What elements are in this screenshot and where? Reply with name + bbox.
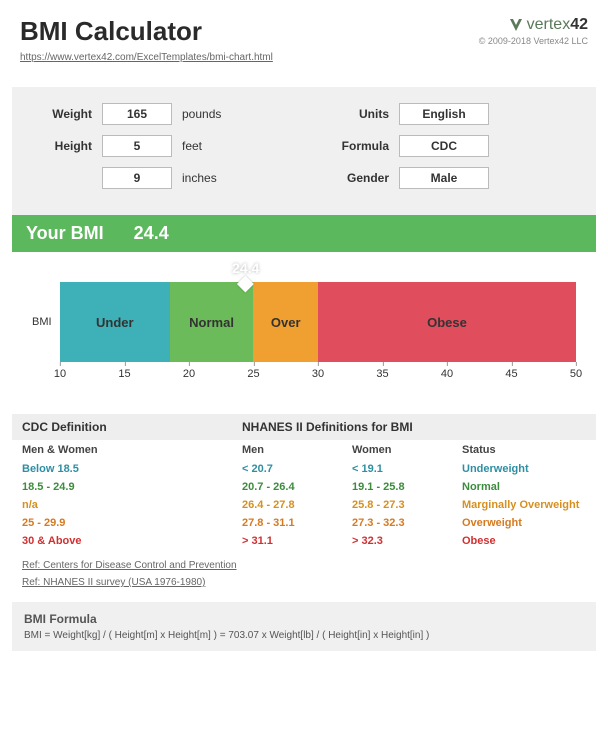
- def-status: Normal: [462, 481, 586, 493]
- definitions-subhead: Men & Women Men Women Status: [12, 440, 596, 460]
- def-status: Underweight: [462, 463, 586, 475]
- header: BMI Calculator https://www.vertex42.com/…: [0, 0, 608, 73]
- definition-row: 25 - 29.927.8 - 31.127.3 - 32.3Overweigh…: [12, 514, 596, 532]
- weight-row: Weight 165 pounds: [32, 103, 279, 125]
- def-women: < 19.1: [352, 463, 462, 475]
- header-left: BMI Calculator https://www.vertex42.com/…: [20, 16, 273, 65]
- weight-unit: pounds: [182, 107, 221, 121]
- definitions-rows: Below 18.5< 20.7< 19.1Underweight18.5 - …: [12, 460, 596, 550]
- ref-link-cdc[interactable]: Ref: Centers for Disease Control and Pre…: [22, 560, 596, 571]
- chart-marker: 24.4: [232, 260, 259, 290]
- units-label: Units: [329, 107, 389, 121]
- logo: vertex42: [479, 16, 588, 34]
- weight-label: Weight: [32, 107, 92, 121]
- gender-row: Gender Male: [329, 167, 576, 189]
- def-status: Obese: [462, 535, 586, 547]
- axis-tick: 20: [183, 368, 195, 380]
- height-feet-input[interactable]: 5: [102, 135, 172, 157]
- def-status: Overweight: [462, 517, 586, 529]
- axis-tick: 30: [312, 368, 324, 380]
- formula-panel: BMI Formula BMI = Weight[kg] / ( Height[…: [12, 602, 596, 651]
- definition-row: Below 18.5< 20.7< 19.1Underweight: [12, 460, 596, 478]
- def-women: 25.8 - 27.3: [352, 499, 462, 511]
- result-value: 24.4: [134, 223, 169, 244]
- formula-text: BMI = Weight[kg] / ( Height[m] x Height[…: [24, 630, 584, 641]
- axis-tick: 15: [118, 368, 130, 380]
- axis-tick: 40: [441, 368, 453, 380]
- logo-icon: [507, 16, 525, 34]
- def-cdc: Below 18.5: [22, 463, 242, 475]
- axis-tick: 45: [505, 368, 517, 380]
- height-inches-input[interactable]: 9: [102, 167, 172, 189]
- chart-segment: Obese: [318, 282, 576, 362]
- logo-text: vertex42: [527, 16, 588, 34]
- def-cdc: 18.5 - 24.9: [22, 481, 242, 493]
- units-input[interactable]: English: [399, 103, 489, 125]
- def-cdc: 25 - 29.9: [22, 517, 242, 529]
- formula-label: Formula: [329, 139, 389, 153]
- ref-link-nhanes[interactable]: Ref: NHANES II survey (USA 1976-1980): [22, 577, 596, 588]
- marker-diamond-icon: [237, 276, 254, 293]
- def-men: 20.7 - 26.4: [242, 481, 352, 493]
- gender-label: Gender: [329, 171, 389, 185]
- def-women: 27.3 - 32.3: [352, 517, 462, 529]
- marker-label: 24.4: [232, 260, 259, 276]
- axis-tick: 50: [570, 368, 582, 380]
- axis-tick: 35: [376, 368, 388, 380]
- formula-row: Formula CDC: [329, 135, 576, 157]
- definition-row: 30 & Above> 31.1> 32.3Obese: [12, 532, 596, 550]
- chart-ylabel: BMI: [32, 316, 60, 328]
- chart-bars: UnderNormalOverObese24.4: [60, 282, 576, 362]
- inputs-right: Units English Formula CDC Gender Male: [329, 103, 576, 199]
- header-right: vertex42 © 2009-2018 Vertex42 LLC: [479, 16, 588, 46]
- chart-segment: Over: [253, 282, 318, 362]
- def-cdc: 30 & Above: [22, 535, 242, 547]
- def-women: > 32.3: [352, 535, 462, 547]
- copyright: © 2009-2018 Vertex42 LLC: [479, 36, 588, 46]
- subhead-status: Status: [462, 444, 586, 456]
- def-men: 27.8 - 31.1: [242, 517, 352, 529]
- def-men: > 31.1: [242, 535, 352, 547]
- chart-axis: 101520253035404550: [60, 368, 576, 388]
- height-inches-unit: inches: [182, 171, 217, 185]
- chart-segment: Normal: [170, 282, 254, 362]
- formula-title: BMI Formula: [24, 612, 584, 626]
- subhead-women: Women: [352, 444, 462, 456]
- cdc-title: CDC Definition: [22, 420, 242, 434]
- def-women: 19.1 - 25.8: [352, 481, 462, 493]
- def-cdc: n/a: [22, 499, 242, 511]
- source-link[interactable]: https://www.vertex42.com/ExcelTemplates/…: [20, 52, 273, 63]
- bmi-chart: BMI UnderNormalOverObese24.4 10152025303…: [12, 252, 596, 398]
- height-label: Height: [32, 139, 92, 153]
- axis-tick: 25: [247, 368, 259, 380]
- subhead-cdc: Men & Women: [22, 444, 242, 456]
- nhanes-title: NHANES II Definitions for BMI: [242, 420, 413, 434]
- inputs-left: Weight 165 pounds Height 5 feet 9 inches: [32, 103, 279, 199]
- definition-row: 18.5 - 24.920.7 - 26.419.1 - 25.8Normal: [12, 478, 596, 496]
- weight-input[interactable]: 165: [102, 103, 172, 125]
- definitions-header: CDC Definition NHANES II Definitions for…: [12, 414, 596, 440]
- axis-tick: 10: [54, 368, 66, 380]
- page-title: BMI Calculator: [20, 16, 273, 47]
- gender-input[interactable]: Male: [399, 167, 489, 189]
- height-feet-row: Height 5 feet: [32, 135, 279, 157]
- height-feet-unit: feet: [182, 139, 202, 153]
- definition-row: n/a26.4 - 27.825.8 - 27.3Marginally Over…: [12, 496, 596, 514]
- references: Ref: Centers for Disease Control and Pre…: [22, 560, 596, 588]
- formula-input[interactable]: CDC: [399, 135, 489, 157]
- chart-segment: Under: [60, 282, 170, 362]
- def-men: < 20.7: [242, 463, 352, 475]
- subhead-men: Men: [242, 444, 352, 456]
- height-inches-row: 9 inches: [32, 167, 279, 189]
- def-status: Marginally Overweight: [462, 499, 586, 511]
- units-row: Units English: [329, 103, 576, 125]
- result-label: Your BMI: [26, 223, 104, 244]
- result-bar: Your BMI 24.4: [12, 215, 596, 252]
- definitions-panel: CDC Definition NHANES II Definitions for…: [12, 414, 596, 550]
- def-men: 26.4 - 27.8: [242, 499, 352, 511]
- inputs-panel: Weight 165 pounds Height 5 feet 9 inches…: [12, 87, 596, 215]
